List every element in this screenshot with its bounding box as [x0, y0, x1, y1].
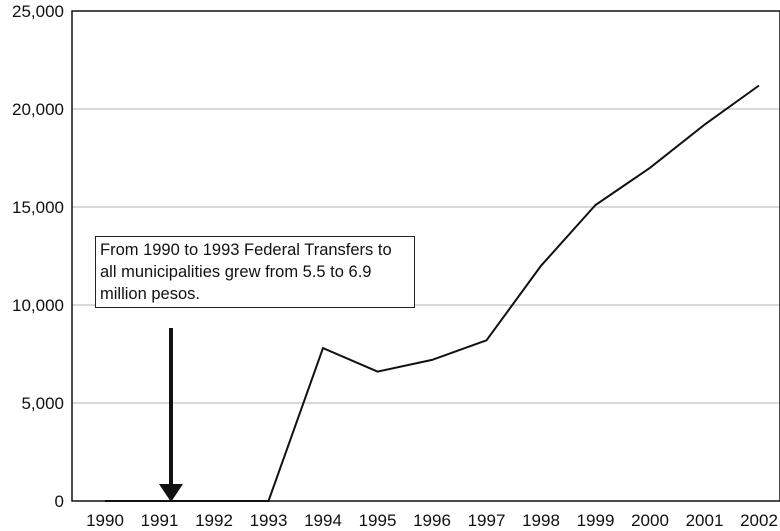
annotation-arrow: [159, 328, 183, 502]
y-tick-label: 20,000: [12, 100, 64, 119]
y-tick-label: 5,000: [21, 394, 64, 413]
series-line: [105, 84, 760, 502]
x-tick-label: 1998: [522, 511, 560, 530]
x-tick-label: 1996: [413, 511, 451, 530]
annotation-box: From 1990 to 1993 Federal Transfers to a…: [95, 236, 415, 308]
y-tick-label: 10,000: [12, 296, 64, 315]
y-tick-label: 25,000: [12, 2, 64, 21]
x-tick-label: 1992: [195, 511, 233, 530]
x-tick-label: 1994: [304, 511, 342, 530]
plot-frame: [71, 10, 780, 502]
y-axis-ticks: 0 5,000 10,000 15,000 20,000 25,000: [12, 2, 64, 511]
x-tick-label: 1993: [250, 511, 288, 530]
x-tick-label: 1995: [359, 511, 397, 530]
x-tick-label: 2000: [631, 511, 669, 530]
x-tick-label: 1990: [86, 511, 124, 530]
y-tick-label: 15,000: [12, 198, 64, 217]
x-axis-ticks: 1990 1991 1992 1993 1994 1995 1996 1997 1998 1999…: [86, 511, 778, 530]
x-tick-label: 2002: [740, 511, 778, 530]
x-tick-label: 1997: [468, 511, 506, 530]
x-tick-label: 2001: [686, 511, 724, 530]
y-tick-label: 0: [55, 492, 64, 511]
x-tick-label: 1991: [141, 511, 179, 530]
x-tick-label: 1999: [577, 511, 615, 530]
